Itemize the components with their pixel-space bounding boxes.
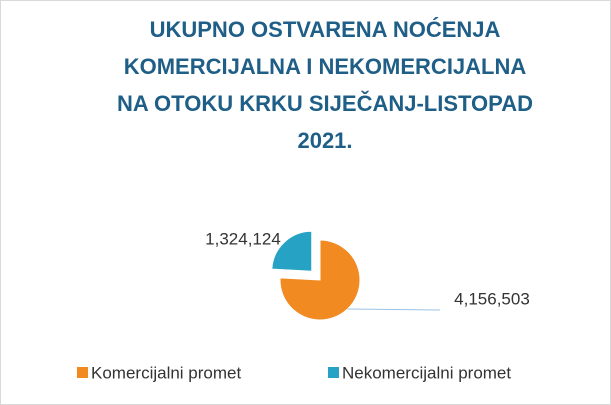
chart-title: UKUPNO OSTVARENA NOĆENJA <box>150 17 501 42</box>
legend-label: Komercijalni promet <box>91 363 241 382</box>
data-label: 1,324,124 <box>205 229 281 248</box>
legend-label: Nekomercijalni promet <box>342 363 511 382</box>
legend-swatch <box>77 367 88 378</box>
data-label: 4,156,503 <box>454 289 530 308</box>
chart-title: NA OTOKU KRKU SIJEČANJ-LISTOPAD <box>117 91 533 116</box>
leader-line <box>347 308 441 311</box>
pie-slice <box>279 239 361 321</box>
chart-title: 2021. <box>297 128 352 153</box>
legend-swatch <box>328 367 339 378</box>
pie-slice <box>271 230 313 272</box>
chart-title: KOMERCIJALNA I NEKOMERCIJALNA <box>124 54 527 79</box>
